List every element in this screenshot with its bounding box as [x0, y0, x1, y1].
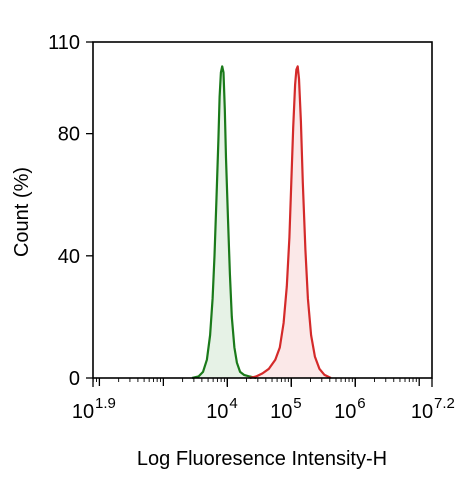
- y-tick-label: 110: [48, 32, 80, 54]
- series-1-fill: [192, 66, 257, 379]
- x-tick-exponent: 7.2: [434, 395, 455, 412]
- x-tick-exponent: 5: [293, 395, 301, 412]
- y-axis: 0 40 80 110: [48, 32, 93, 390]
- x-tick-label: 10: [334, 401, 356, 423]
- x-axis-title: Log Fluoresence Intensity-H: [137, 448, 387, 470]
- x-tick-exponent: 6: [357, 395, 365, 412]
- x-axis: 10 1.9 10 4 10 5 10 6 10 7.2: [72, 378, 455, 423]
- x-tick-exponent: 4: [229, 395, 237, 412]
- x-tick-exponent: 1.9: [95, 395, 116, 412]
- x-tick-label: 10: [270, 401, 292, 423]
- y-tick-label: 0: [69, 368, 80, 390]
- y-tick-label: 80: [58, 124, 80, 146]
- y-tick-label: 40: [58, 246, 80, 268]
- plot-frame: [92, 41, 433, 379]
- x-tick-label: 10: [411, 401, 433, 423]
- series-layer: [191, 65, 332, 380]
- series-2-line: [249, 65, 332, 380]
- y-axis-title: Count (%): [11, 167, 33, 257]
- x-tick-label: 10: [206, 401, 228, 423]
- series-1-line: [191, 65, 257, 380]
- x-tick-label: 10: [72, 401, 94, 423]
